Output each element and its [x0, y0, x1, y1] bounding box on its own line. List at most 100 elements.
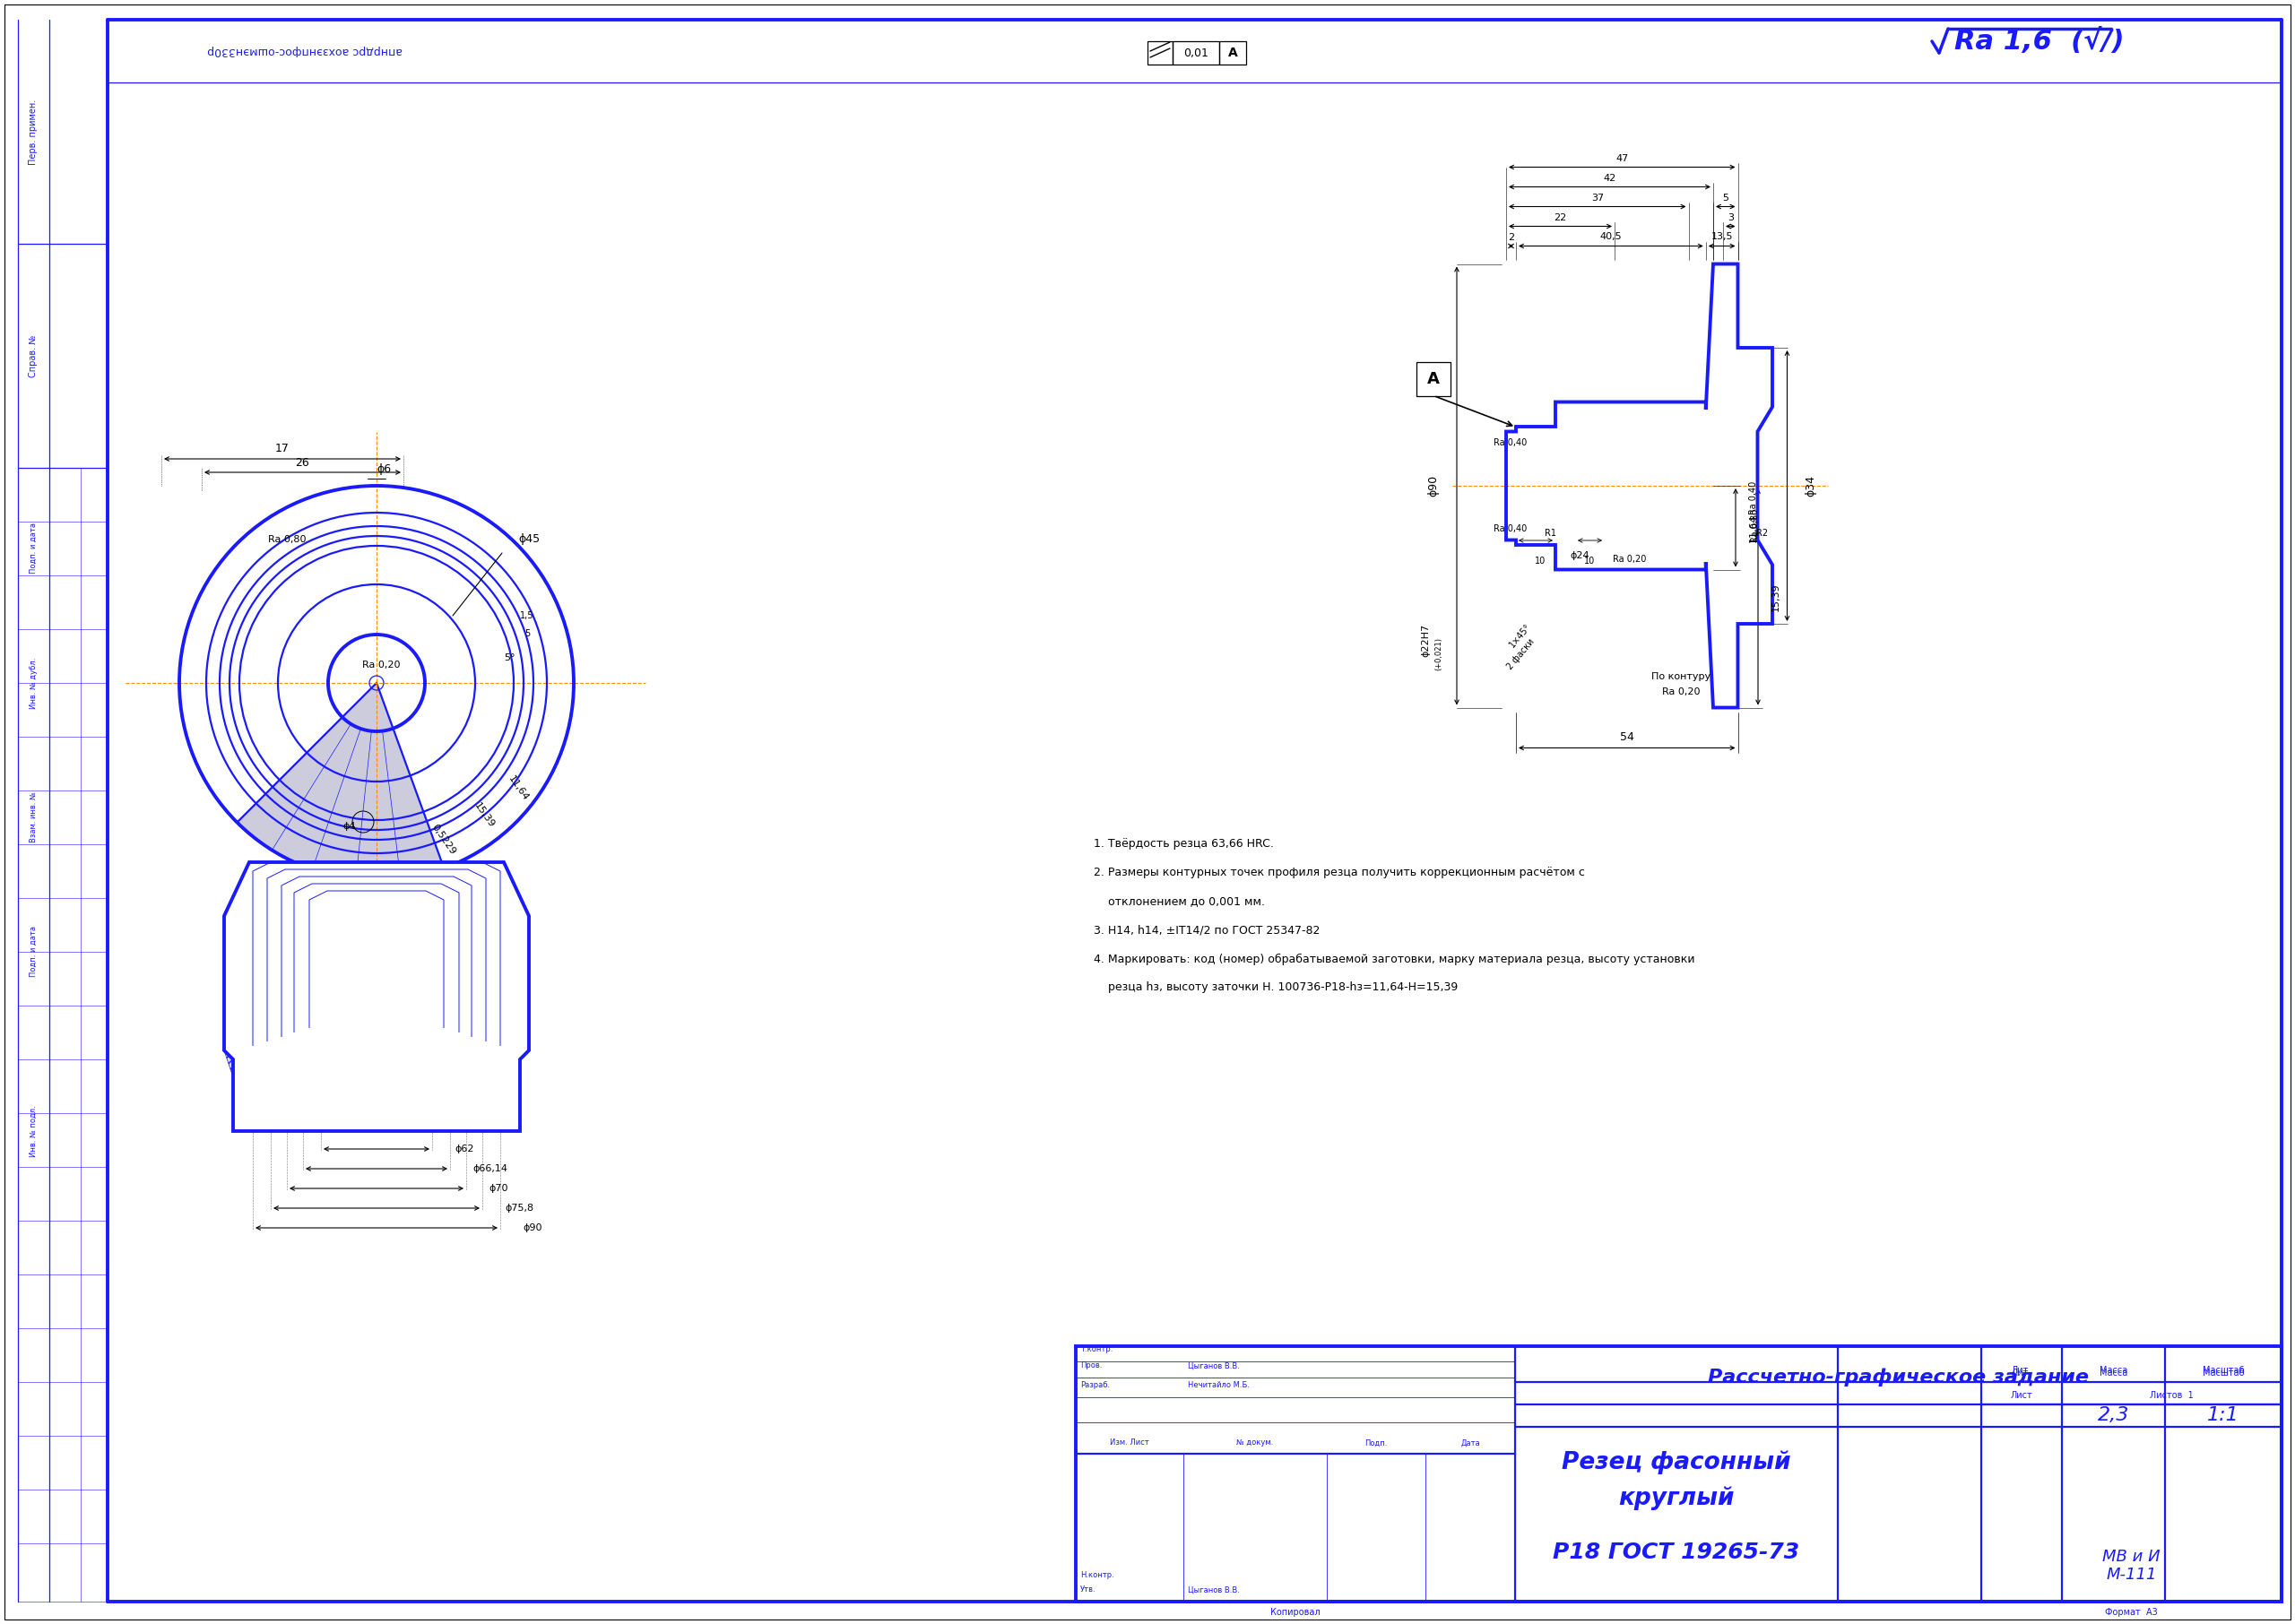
Text: Разраб.: Разраб.: [1081, 1382, 1111, 1390]
Text: Подп. и дата: Подп. и дата: [30, 523, 37, 573]
Text: Ra 0,20: Ra 0,20: [1613, 554, 1646, 564]
Text: круглый: круглый: [1618, 1486, 1735, 1510]
Text: 37: 37: [1590, 193, 1604, 201]
Text: Изм. Лист: Изм. Лист: [1111, 1439, 1150, 1447]
Text: Масштаб: Масштаб: [2203, 1369, 2245, 1377]
Text: Ra 0,40: Ra 0,40: [1494, 438, 1526, 447]
Text: Ra 0,40: Ra 0,40: [1749, 481, 1758, 515]
Text: R2: R2: [1756, 528, 1769, 538]
Text: Цыганов В.В.: Цыганов В.В.: [1189, 1587, 1239, 1595]
Text: Ra 0,80: Ra 0,80: [269, 534, 305, 544]
Text: отклонением до 0,001 мм.: отклонением до 0,001 мм.: [1095, 896, 1265, 908]
Text: Лит.: Лит.: [2010, 1369, 2031, 1377]
Text: 1:1: 1:1: [2208, 1406, 2240, 1424]
Text: Подп.: Подп.: [1366, 1439, 1388, 1447]
Text: 11,64: 11,64: [1749, 513, 1758, 542]
Text: A: A: [1228, 47, 1237, 58]
Text: 3. H14, h14, ±IT14/2 по ГОСТ 25347-82: 3. H14, h14, ±IT14/2 по ГОСТ 25347-82: [1095, 924, 1320, 935]
Text: 13,5: 13,5: [1710, 232, 1733, 242]
Text: 2. Размеры контурных точек профиля резца получить коррекционным расчётом с: 2. Размеры контурных точек профиля резца…: [1095, 867, 1586, 879]
Text: Ra 0,40: Ra 0,40: [1494, 525, 1526, 534]
Bar: [1173, 41, 1219, 65]
Text: Т.контр.: Т.контр.: [1081, 1346, 1113, 1354]
Bar: [1076, 1346, 2281, 1601]
Text: Ra 0,20: Ra 0,20: [363, 661, 399, 669]
Text: Справ. №: Справ. №: [28, 335, 37, 377]
Text: ϕ4: ϕ4: [344, 822, 356, 831]
Text: Инв. № дубл.: Инв. № дубл.: [30, 658, 37, 708]
Text: Листов  1: Листов 1: [2150, 1392, 2194, 1400]
Text: Копировал: Копировал: [1271, 1608, 1320, 1618]
Text: Формат  А3: Формат А3: [2105, 1608, 2157, 1618]
Text: 10: 10: [1535, 557, 1547, 565]
Text: ϕ70: ϕ70: [489, 1184, 507, 1194]
Text: 4. Маркировать: код (номер) обрабатываемой заготовки, марку материала резца, выс: 4. Маркировать: код (номер) обрабатываем…: [1095, 953, 1694, 965]
Text: резца hз, высоту заточки Н. 100736-Р18-hз=11,64-Н=15,39: резца hз, высоту заточки Н. 100736-Р18-h…: [1095, 983, 1457, 994]
Text: Цыганов В.В.: Цыганов В.В.: [1189, 1363, 1239, 1371]
Text: ϕ90: ϕ90: [523, 1223, 542, 1233]
Text: Нечитайло М.Б.: Нечитайло М.Б.: [1189, 1382, 1251, 1390]
Polygon shape: [1506, 265, 1772, 432]
Text: Взам. инв. №: Взам. инв. №: [30, 793, 37, 843]
Polygon shape: [1506, 265, 1772, 708]
Bar: [1148, 41, 1173, 65]
Text: ϕ66,14: ϕ66,14: [473, 1164, 507, 1173]
Text: Пров.: Пров.: [1081, 1363, 1102, 1371]
Text: 1,5: 1,5: [521, 611, 535, 620]
Text: Лист: Лист: [2010, 1392, 2033, 1400]
Text: (+0,021): (+0,021): [1434, 637, 1444, 671]
Text: A: A: [1427, 370, 1439, 387]
Text: ϕ22H7: ϕ22H7: [1421, 624, 1430, 658]
Text: ϕ34: ϕ34: [1806, 474, 1818, 497]
Wedge shape: [236, 684, 443, 880]
Text: 40,5: 40,5: [1600, 232, 1623, 242]
Text: 0,5229: 0,5229: [429, 823, 457, 856]
Text: Р18 ГОСТ 19265-73: Р18 ГОСТ 19265-73: [1554, 1541, 1799, 1562]
Text: 17: 17: [275, 442, 289, 455]
Text: ϕ62: ϕ62: [454, 1145, 473, 1153]
Text: 1. Твёрдость резца 63,66 HRC.: 1. Твёрдость резца 63,66 HRC.: [1095, 838, 1274, 849]
Text: 3: 3: [1728, 213, 1733, 222]
Text: Ra 0,80: Ra 0,80: [1751, 508, 1760, 542]
Text: Подп. и дата: Подп. и дата: [30, 926, 37, 978]
Text: Перв. примен.: Перв. примен.: [28, 99, 37, 164]
Text: Инв. № подл.: Инв. № подл.: [30, 1106, 37, 1156]
Text: 11,64: 11,64: [507, 775, 530, 802]
Text: ϕ6: ϕ6: [376, 464, 390, 476]
Text: 26: 26: [296, 456, 310, 468]
Text: Н.контр.: Н.контр.: [1081, 1570, 1113, 1579]
Text: № докум.: № докум.: [1237, 1439, 1274, 1447]
Text: Утв.: Утв.: [1081, 1587, 1097, 1595]
Text: 2: 2: [1508, 232, 1515, 242]
Text: апнрдрс аохзэнпфос-ошмэн330р: апнрдрс аохзэнпфос-ошмэн330р: [207, 45, 402, 57]
Text: 2 фаски: 2 фаски: [1506, 637, 1535, 671]
Text: ϕ45: ϕ45: [519, 534, 539, 546]
Text: 47: 47: [1616, 154, 1629, 162]
Text: Масштаб: Масштаб: [2203, 1366, 2245, 1376]
Text: Ra 1,6  (√/): Ra 1,6 (√/): [1955, 28, 2125, 55]
Text: ϕ24: ϕ24: [1570, 551, 1590, 560]
Text: Масса: Масса: [2100, 1366, 2127, 1376]
Text: 42: 42: [1604, 174, 1616, 182]
Text: Лит.: Лит.: [2010, 1366, 2031, 1376]
Text: 0,01: 0,01: [1184, 47, 1209, 58]
Text: R1: R1: [1545, 528, 1556, 538]
Text: 5°: 5°: [503, 653, 514, 663]
Text: Масса: Масса: [2100, 1369, 2127, 1377]
Text: Резец фасонный: Резец фасонный: [1563, 1450, 1790, 1475]
Text: ϕ75,8: ϕ75,8: [505, 1203, 532, 1213]
Text: Рассчетно-графическое задание: Рассчетно-графическое задание: [1707, 1369, 2088, 1387]
Text: 54: 54: [1620, 731, 1634, 744]
Text: 22: 22: [1554, 213, 1567, 222]
Text: 15,39: 15,39: [473, 801, 496, 830]
Text: ϕ90: ϕ90: [1427, 474, 1439, 497]
Polygon shape: [225, 862, 528, 1130]
Text: Ra 0,20: Ra 0,20: [1662, 687, 1701, 697]
Text: 1×45°: 1×45°: [1508, 622, 1533, 650]
Text: МВ и И
М-111: МВ и И М-111: [2102, 1548, 2160, 1583]
Polygon shape: [225, 862, 278, 1130]
Text: 2,3: 2,3: [2098, 1406, 2130, 1424]
Text: По контуру: По контуру: [1652, 672, 1710, 680]
Text: 5: 5: [523, 628, 530, 638]
Text: Дата: Дата: [1460, 1439, 1480, 1447]
